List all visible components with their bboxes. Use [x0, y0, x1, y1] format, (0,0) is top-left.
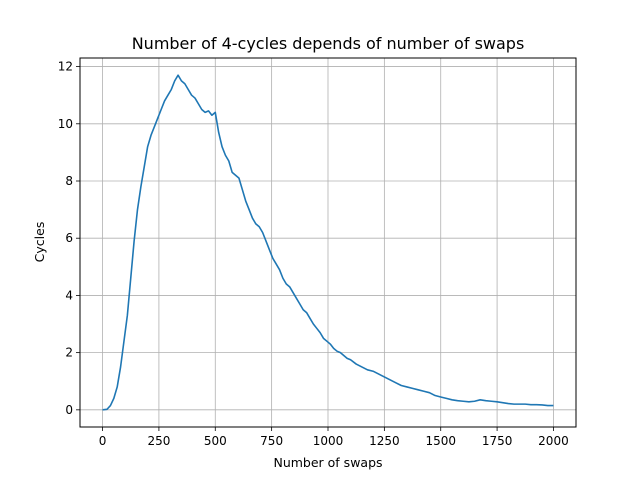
- x-tick-label: 1250: [369, 434, 400, 448]
- y-tick-label: 12: [58, 60, 73, 74]
- x-tick-label: 250: [147, 434, 170, 448]
- x-tick-label: 2000: [538, 434, 569, 448]
- y-axis-ticks: 0 2 4 6 8 10 12: [58, 60, 80, 417]
- grid-lines: [80, 58, 576, 427]
- y-tick-label: 2: [65, 346, 73, 360]
- y-axis-label: Cycles: [32, 222, 47, 263]
- series-line: [102, 74, 554, 411]
- plot-area: [102, 74, 554, 411]
- x-tick-label: 750: [260, 434, 283, 448]
- y-tick-label: 6: [65, 231, 73, 245]
- x-tick-label: 1000: [313, 434, 344, 448]
- chart-title: Number of 4-cycles depends of number of …: [132, 34, 525, 53]
- x-tick-label: 0: [99, 434, 107, 448]
- y-tick-label: 0: [65, 403, 73, 417]
- y-tick-label: 4: [65, 288, 73, 302]
- x-tick-label: 1500: [425, 434, 456, 448]
- x-tick-label: 1750: [482, 434, 513, 448]
- x-tick-label: 500: [204, 434, 227, 448]
- x-axis-ticks: 0 250 500 750 1000 1250 1500 1750 2000: [99, 427, 569, 448]
- y-tick-label: 10: [58, 117, 73, 131]
- y-tick-label: 8: [65, 174, 73, 188]
- x-axis-label: Number of swaps: [273, 455, 382, 470]
